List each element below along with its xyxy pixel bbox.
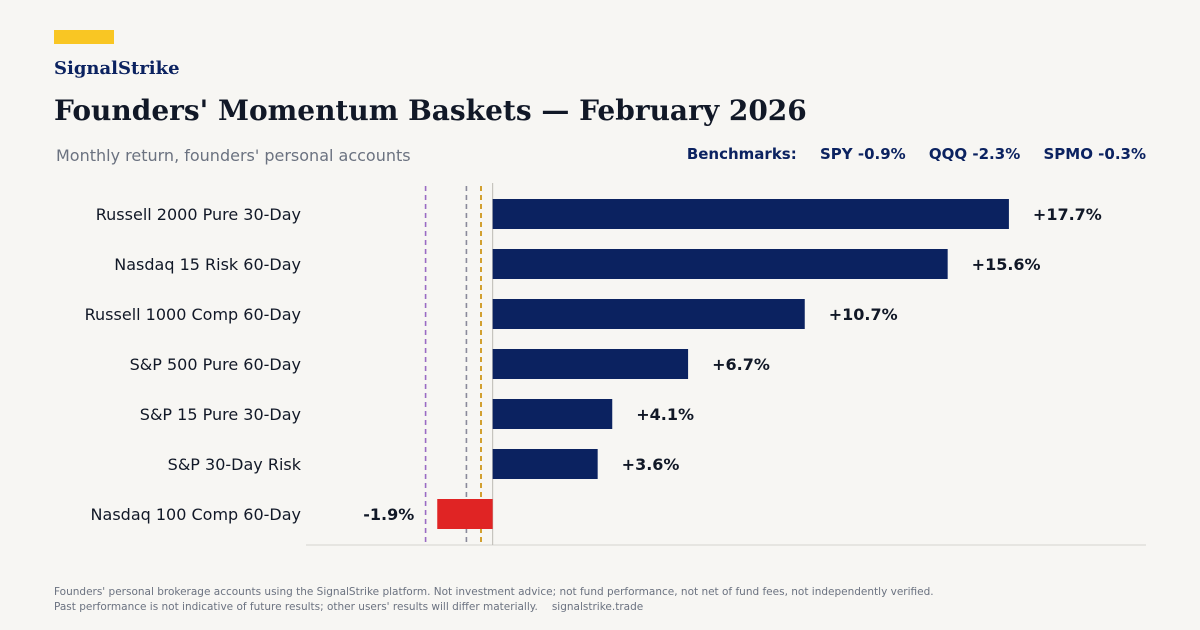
category-label: Nasdaq 15 Risk 60-Day	[114, 255, 301, 274]
data-label: +15.6%	[972, 255, 1041, 274]
bar	[492, 299, 805, 329]
bar	[437, 499, 493, 529]
category-label: Nasdaq 100 Comp 60-Day	[91, 505, 301, 524]
benchmark-qqq: QQQ -2.3%	[928, 145, 1021, 163]
bar	[492, 399, 613, 429]
bar	[492, 249, 948, 279]
bar	[492, 199, 1009, 229]
bar	[492, 449, 598, 479]
data-label: -1.9%	[363, 505, 414, 524]
brand-accent-bar	[54, 30, 114, 44]
data-label: +17.7%	[1033, 205, 1102, 224]
benchmarks-label: Benchmarks:	[686, 145, 797, 163]
category-label: S&P 500 Pure 60-Day	[130, 355, 301, 374]
category-label: S&P 15 Pure 30-Day	[140, 405, 301, 424]
category-label: S&P 30-Day Risk	[168, 455, 302, 474]
page-subtitle: Monthly return, founders' personal accou…	[56, 146, 411, 165]
bar	[492, 349, 689, 379]
footnote-line-1: Founders' personal brokerage accounts us…	[54, 586, 934, 598]
benchmark-spy: SPY -0.9%	[819, 145, 906, 163]
footnote: Founders' personal brokerage accounts us…	[54, 585, 934, 615]
category-label: Russell 2000 Pure 30-Day	[96, 205, 301, 224]
benchmark-spmo: SPMO -0.3%	[1043, 145, 1146, 163]
page-title: Founders' Momentum Baskets — February 20…	[54, 94, 807, 127]
data-label: +3.6%	[622, 455, 680, 474]
data-label: +6.7%	[712, 355, 770, 374]
brand-name: SignalStrike	[54, 58, 180, 79]
category-label: Russell 1000 Comp 60-Day	[85, 305, 301, 324]
benchmarks: Benchmarks: SPY -0.9% QQQ -2.3% SPMO -0.…	[687, 145, 1146, 163]
footnote-url[interactable]: signalstrike.trade	[551, 601, 644, 613]
footnote-line-2: Past performance is not indicative of fu…	[54, 601, 538, 613]
data-label: +10.7%	[829, 305, 898, 324]
data-label: +4.1%	[636, 405, 694, 424]
